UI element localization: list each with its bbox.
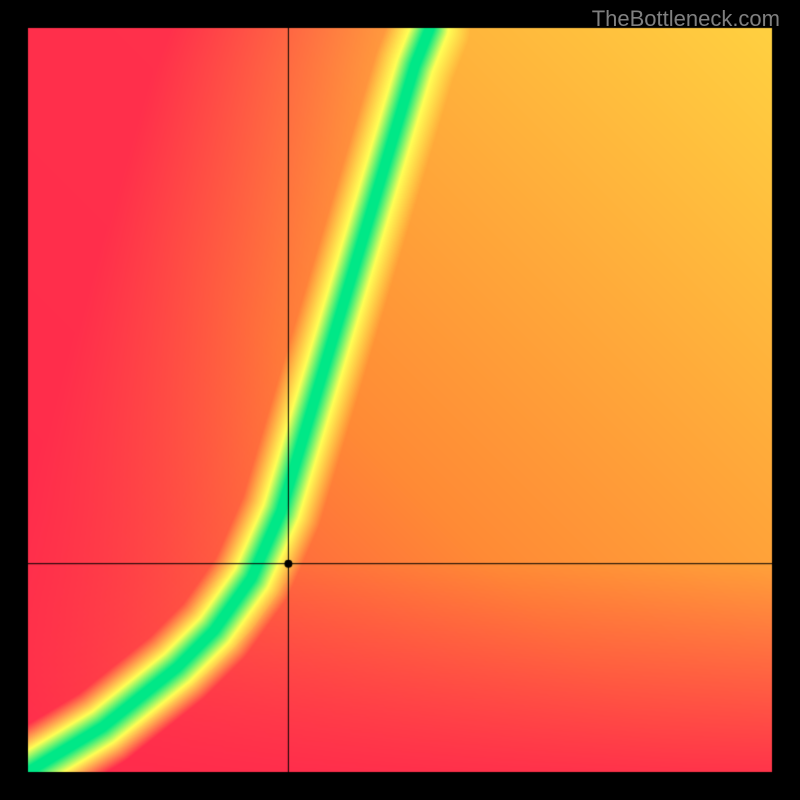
watermark-text: TheBottleneck.com	[592, 6, 780, 32]
heatmap-canvas	[0, 0, 800, 800]
chart-container: TheBottleneck.com	[0, 0, 800, 800]
